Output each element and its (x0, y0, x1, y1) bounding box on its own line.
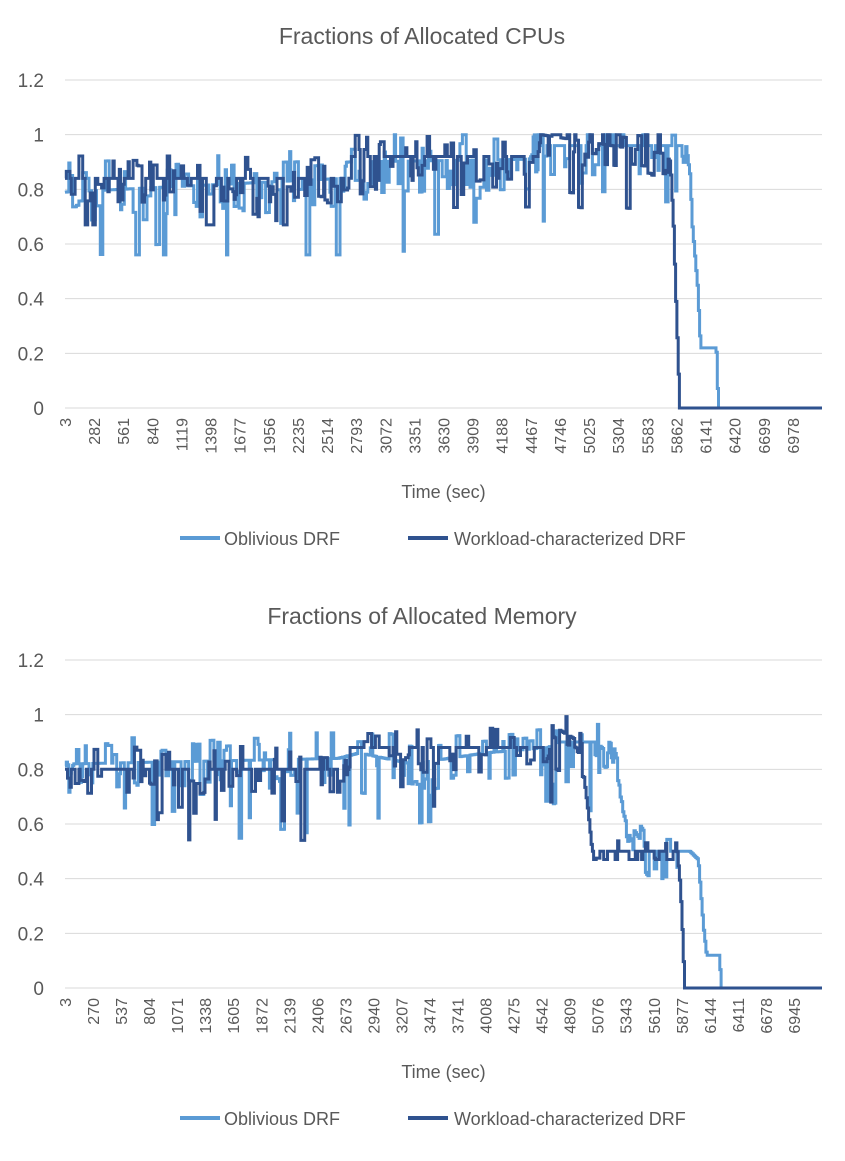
x-tick-label: 3072 (378, 418, 395, 454)
x-tick-label: 537 (114, 998, 131, 1025)
y-tick-label: 1 (33, 706, 44, 727)
x-axis-label: Time (sec) (401, 482, 485, 502)
x-tick-label: 1677 (233, 418, 250, 454)
x-tick-label: 270 (86, 998, 103, 1025)
memory-chart: Fractions of Allocated Memory 0 0.2 0.4 0.6 0… (0, 580, 845, 1160)
chart-title: Fractions of Allocated Memory (267, 603, 577, 629)
x-tick-label: 3207 (394, 998, 411, 1034)
x-tick-label: 5862 (669, 418, 686, 454)
x-tick-label: 5343 (619, 998, 636, 1034)
x-tick-label: 1338 (198, 998, 215, 1034)
series-line-workload-characterized-drf (65, 715, 822, 990)
series-line-oblivious-drf (64, 722, 822, 990)
x-tick-label: 3474 (422, 998, 439, 1034)
x-tick-label: 4542 (535, 998, 552, 1034)
x-tick-label: 2406 (310, 998, 327, 1034)
x-tick-label: 804 (142, 998, 159, 1025)
x-tick-label: 6945 (787, 998, 804, 1034)
y-tick-label: 0.4 (18, 870, 45, 891)
x-tick-label: 5877 (675, 998, 692, 1034)
x-tick-label: 4746 (553, 418, 570, 454)
x-tick-label: 5583 (640, 418, 657, 454)
x-tick-label: 2235 (291, 418, 308, 454)
y-tick-label: 0.6 (18, 815, 44, 836)
x-tick-label: 2673 (338, 998, 355, 1034)
x-tick-label: 3 (58, 418, 75, 427)
x-tick-label: 1872 (254, 998, 271, 1034)
x-tick-label: 1605 (226, 998, 243, 1034)
x-tick-label: 4188 (495, 418, 512, 454)
x-tick-label: 2514 (320, 418, 337, 454)
y-tick-label: 1.2 (18, 71, 44, 92)
y-tick-label: 0 (33, 399, 44, 420)
x-tick-label: 6420 (728, 418, 745, 454)
y-tick-label: 0.4 (18, 290, 45, 311)
chart-title: Fractions of Allocated CPUs (279, 23, 565, 49)
x-tick-label: 2940 (366, 998, 383, 1034)
x-tick-label: 3351 (407, 418, 424, 454)
y-tick-label: 1 (33, 126, 44, 147)
x-tick-label: 6411 (731, 998, 748, 1033)
x-tick-label: 6141 (699, 418, 716, 454)
x-tick-label: 6678 (759, 998, 776, 1034)
x-tick-label: 5304 (611, 418, 628, 454)
x-tick-label: 4008 (479, 998, 496, 1034)
series-line-workload-characterized-drf (64, 133, 822, 410)
y-tick-label: 0.6 (18, 235, 44, 256)
x-tick-label: 1071 (170, 998, 187, 1034)
y-tick-label: 0.8 (18, 180, 44, 201)
x-tick-label: 561 (116, 418, 133, 445)
x-axis-label: Time (sec) (401, 1062, 485, 1082)
y-tick-label: 0.2 (18, 344, 44, 365)
x-tick-label: 2139 (282, 998, 299, 1034)
y-tick-label: 0.2 (18, 924, 44, 945)
cpu-chart-svg: Fractions of Allocated CPUs 0 0.2 0.4 0.6 0.8… (18, 23, 822, 549)
x-tick-label: 6144 (703, 998, 720, 1034)
x-tick-label: 5025 (582, 418, 599, 454)
x-tick-label: 1119 (174, 418, 191, 451)
x-tick-label: 4275 (507, 998, 524, 1034)
x-tick-label: 5610 (647, 998, 664, 1034)
y-tick-label: 1.2 (18, 651, 44, 672)
x-tick-label: 3909 (466, 418, 483, 454)
x-tick-label: 1956 (262, 418, 279, 454)
y-tick-label: 0.8 (18, 760, 44, 781)
legend-label: Oblivious DRF (224, 1109, 340, 1129)
memory-chart-svg: Fractions of Allocated Memory 0 0.2 0.4 0.6 0… (18, 603, 822, 1129)
x-tick-label: 3630 (437, 418, 454, 454)
legend-label: Workload-characterized DRF (454, 1109, 686, 1129)
x-tick-label: 4467 (524, 418, 541, 454)
x-tick-label: 840 (145, 418, 162, 445)
legend-label: Oblivious DRF (224, 529, 340, 549)
x-tick-label: 4809 (563, 998, 580, 1034)
x-tick-label: 6699 (757, 418, 774, 454)
x-tick-label: 3 (58, 998, 75, 1007)
y-tick-label: 0 (33, 979, 44, 1000)
x-tick-label: 1398 (204, 418, 221, 454)
series-line-oblivious-drf (64, 133, 822, 410)
x-tick-label: 6978 (786, 418, 803, 454)
x-tick-label: 2793 (349, 418, 366, 454)
legend-label: Workload-characterized DRF (454, 529, 686, 549)
x-tick-label: 282 (87, 418, 104, 445)
x-tick-label: 3741 (451, 998, 468, 1034)
cpu-chart: Fractions of Allocated CPUs 0 0.2 0.4 0.6 0.8… (0, 0, 845, 580)
x-tick-label: 5076 (591, 998, 608, 1034)
